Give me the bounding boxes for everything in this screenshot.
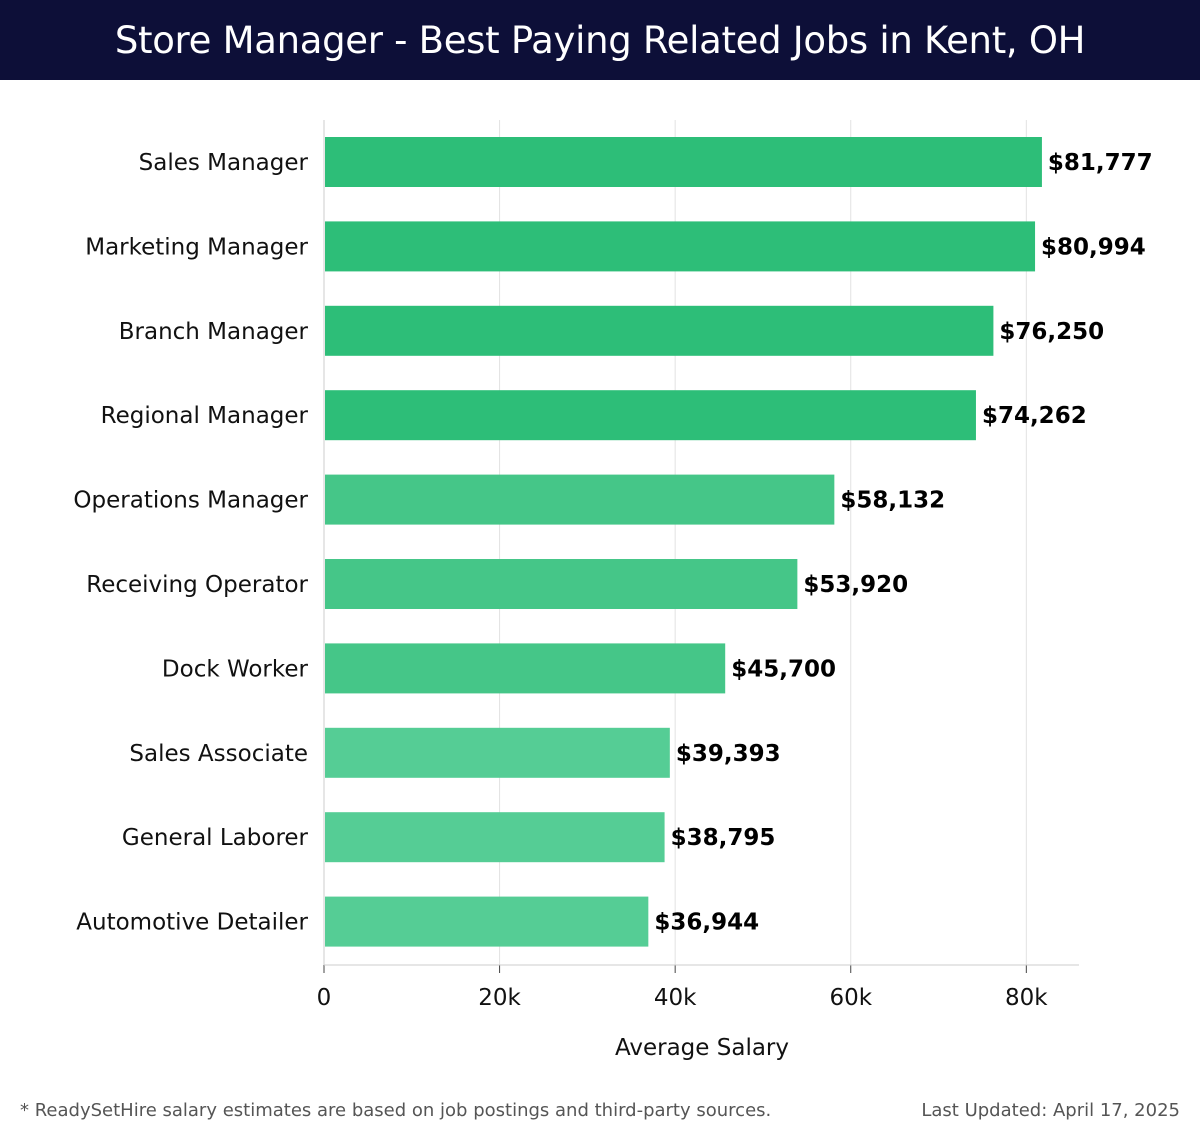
category-label: Branch Manager xyxy=(119,319,309,345)
bar-value-label: $38,795 xyxy=(671,825,776,851)
value-labels: $81,777 $80,994 $76,250 $74,262 $58,132 $53,9… xyxy=(654,150,1152,936)
category-label: Receiving Operator xyxy=(86,572,308,598)
bar-value-label: $45,700 xyxy=(731,656,836,682)
bar-value-label: $53,920 xyxy=(803,572,908,598)
bar xyxy=(325,559,798,609)
category-labels: Sales Manager Marketing Manager Branch Man… xyxy=(73,150,308,936)
x-tick-label: 0 xyxy=(317,985,332,1011)
bar xyxy=(325,812,665,863)
category-label: Dock Worker xyxy=(162,656,309,682)
bar xyxy=(325,221,1036,272)
footnote: * ReadySetHire salary estimates are base… xyxy=(20,1100,772,1121)
bar-value-label: $76,250 xyxy=(999,319,1104,345)
bar xyxy=(325,137,1042,187)
bar xyxy=(325,727,670,778)
category-label: Marketing Manager xyxy=(85,234,308,260)
x-tick-label: 20k xyxy=(478,985,521,1011)
bar xyxy=(325,390,976,441)
bar xyxy=(325,896,649,947)
bar-value-label: $36,944 xyxy=(654,910,759,936)
category-label: Automotive Detailer xyxy=(76,910,308,936)
last-updated: Last Updated: April 17, 2025 xyxy=(921,1100,1180,1121)
bar xyxy=(325,474,835,525)
bar-value-label: $74,262 xyxy=(982,403,1087,429)
x-axis-title: Average Salary xyxy=(615,1035,789,1061)
x-tick-label: 80k xyxy=(1005,985,1048,1011)
category-label: General Laborer xyxy=(122,825,309,851)
category-label: Regional Manager xyxy=(101,403,309,429)
bar xyxy=(325,305,994,356)
bar-value-label: $58,132 xyxy=(840,488,945,514)
bar-value-label: $39,393 xyxy=(676,741,781,767)
x-axis: 0 20k 40k 60k 80k Average Salary xyxy=(317,120,1079,1061)
x-tick-label: 40k xyxy=(654,985,697,1011)
category-label: Sales Manager xyxy=(139,150,309,176)
chart-title: Store Manager - Best Paying Related Jobs… xyxy=(0,0,1200,80)
bar-value-label: $80,994 xyxy=(1041,234,1146,260)
x-tick-label: 60k xyxy=(829,985,872,1011)
category-label: Operations Manager xyxy=(73,488,308,514)
bars xyxy=(325,137,1042,947)
category-label: Sales Associate xyxy=(129,741,308,767)
bar xyxy=(325,643,726,694)
bar-value-label: $81,777 xyxy=(1048,150,1153,176)
bar-chart: $81,777 $80,994 $76,250 $74,262 $58,132 $53,9… xyxy=(73,120,1153,1061)
